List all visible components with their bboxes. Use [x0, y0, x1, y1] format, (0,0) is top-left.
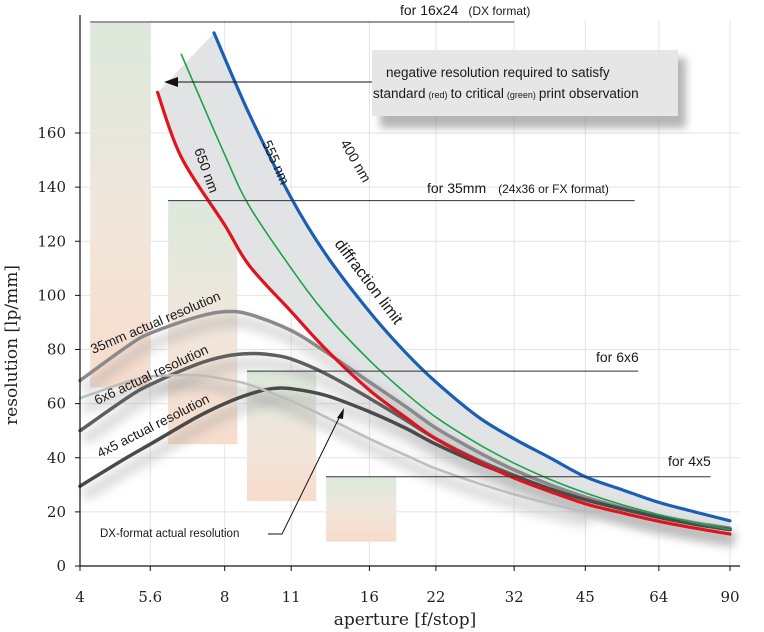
x-tick-label: 4 [75, 588, 85, 606]
print-range-bar [90, 23, 151, 388]
note-line-2: standard (red) to critical (green) print obs… [373, 86, 639, 101]
y-axis-label: resolution [lp/mm] [2, 265, 22, 425]
x-tick-label: 11 [282, 588, 301, 606]
x-tick-label: 8 [220, 588, 230, 606]
dx-actual-label: DX-format actual resolution [100, 528, 239, 540]
x-tick-label: 45 [576, 588, 595, 606]
y-tick-label: 0 [56, 557, 66, 575]
x-tick-label: 32 [505, 588, 524, 606]
x-tick-label: 22 [426, 588, 445, 606]
diffraction-curves [156, 31, 732, 536]
y-tick-label: 20 [47, 503, 66, 521]
y-tick-label: 60 [47, 395, 66, 413]
lens-curve-line [78, 386, 732, 532]
x-tick-label: 16 [360, 588, 379, 606]
note-box [372, 50, 678, 116]
dx-pointer-arrow [337, 408, 344, 419]
note-line-1: negative resolution required to satisfy [386, 65, 610, 80]
x-tick-label: 5.6 [138, 588, 162, 606]
x-axis-label: aperture [f/stop] [334, 610, 477, 630]
x-tick-label: 90 [720, 588, 739, 606]
print-range-bar [326, 476, 397, 542]
dx-pointer-line [268, 415, 341, 535]
format-label-6x6: for 6x6 [596, 349, 639, 365]
lens-curve-line [78, 373, 587, 514]
y-tick-label: 40 [47, 449, 66, 467]
lens-curves [78, 309, 732, 532]
y-tick-label: 120 [37, 232, 66, 250]
y-tick-label: 80 [47, 341, 66, 359]
lens-curve-shadows [80, 315, 735, 546]
tick-labels: 4 5.6 8 11 16 22 32 45 64 90 0 20 40 60 80 100 120 140 160 [37, 124, 739, 606]
diffraction-series-line [180, 53, 731, 531]
y-tick-label: 160 [37, 124, 66, 142]
format-reference-lines [90, 21, 711, 478]
y-tick-label: 140 [37, 178, 66, 196]
x-tick-label: 64 [649, 588, 668, 606]
note-arrow-head [164, 77, 178, 87]
format-label-16x24: for 16x24 (DX format) [400, 2, 530, 18]
diffraction-series-line [156, 90, 732, 536]
format-label-35mm: for 35mm (24x36 or FX format) [427, 180, 609, 196]
axes [79, 15, 740, 567]
format-label-4x5: for 4x5 [668, 453, 711, 469]
y-tick-label: 100 [37, 286, 66, 304]
lens-curve-shadow [82, 379, 591, 528]
diffraction-series-line [212, 31, 732, 523]
lens-curve-shadow [80, 391, 735, 546]
